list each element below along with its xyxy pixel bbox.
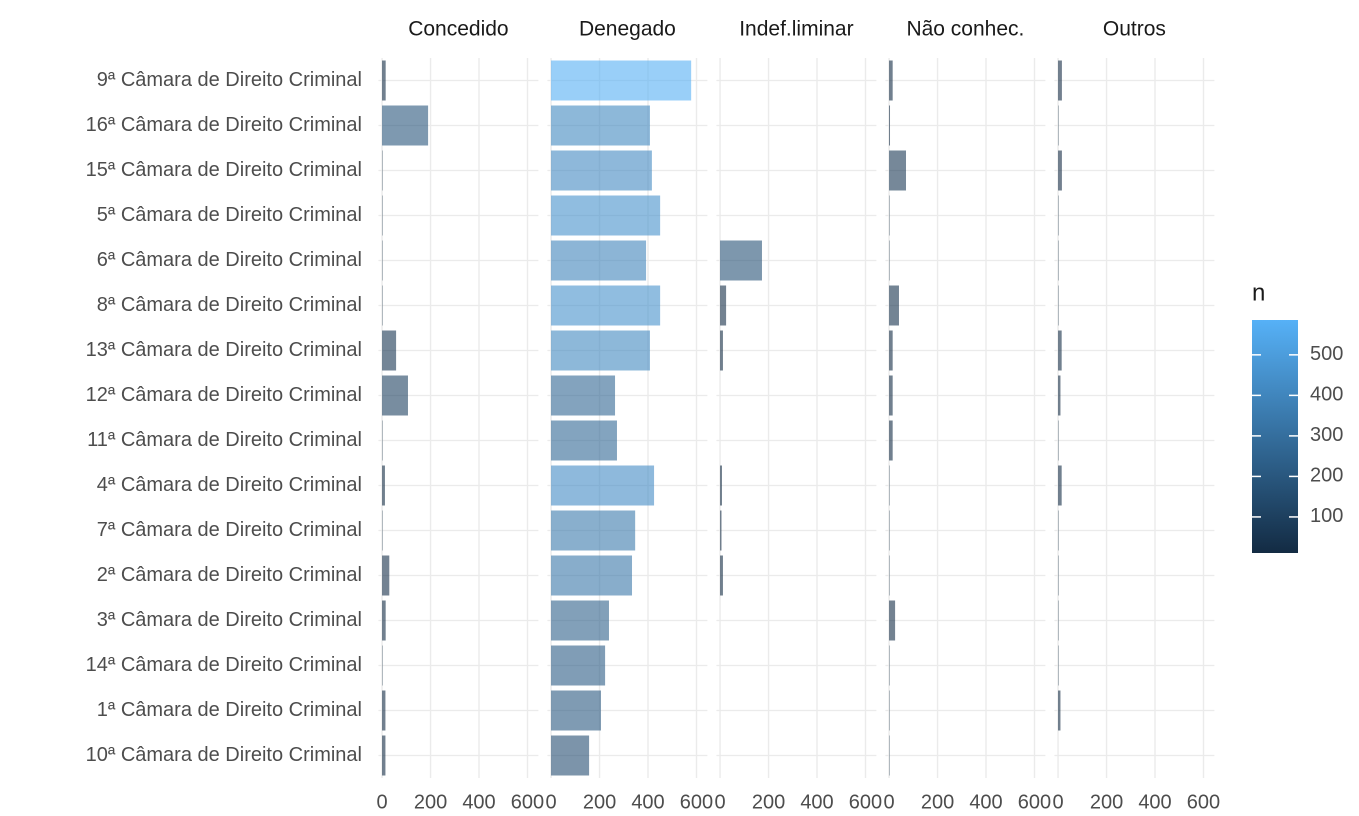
bar [720, 240, 762, 281]
x-tick-label: 400 [800, 791, 833, 813]
x-tick-label: 0 [376, 791, 387, 813]
y-tick-label: 3ª Câmara de Direito Criminal [97, 609, 362, 631]
bar [1058, 690, 1061, 731]
bar [551, 420, 617, 461]
x-tick-label: 0 [545, 791, 556, 813]
bar [551, 105, 650, 146]
bar [382, 375, 408, 416]
y-tick-label: 2ª Câmara de Direito Criminal [97, 564, 362, 586]
bar [889, 375, 893, 416]
bar [889, 105, 891, 146]
y-tick-label: 11ª Câmara de Direito Criminal [87, 429, 362, 451]
y-tick-label: 7ª Câmara de Direito Criminal [97, 519, 362, 541]
y-tick-label: 15ª Câmara de Direito Criminal [86, 159, 362, 181]
bar [551, 690, 601, 731]
bar [551, 645, 606, 686]
bar [382, 105, 429, 146]
x-tick-label: 400 [1138, 791, 1171, 813]
x-tick-label: 0 [1052, 791, 1063, 813]
bar [720, 510, 722, 551]
x-tick-label: 400 [462, 791, 495, 813]
y-tick-label: 16ª Câmara de Direito Criminal [86, 114, 362, 136]
y-tick-label: 4ª Câmara de Direito Criminal [97, 474, 362, 496]
bar [551, 465, 655, 506]
bar [1058, 375, 1061, 416]
bar [551, 285, 661, 326]
bar [382, 60, 386, 101]
bar [551, 555, 633, 596]
bar [720, 465, 722, 506]
x-tick-label: 200 [1090, 791, 1123, 813]
bar [551, 510, 636, 551]
colorbar-label: 200 [1310, 465, 1343, 487]
bar [720, 285, 727, 326]
facet-title: Indef.liminar [739, 18, 853, 41]
legend-title: n [1252, 279, 1265, 306]
bar [889, 150, 907, 191]
bar [551, 600, 609, 641]
x-tick-label: 600 [1018, 791, 1051, 813]
bar [889, 285, 899, 326]
bar [551, 240, 647, 281]
bar [889, 600, 896, 641]
x-tick-label: 200 [921, 791, 954, 813]
x-tick-label: 600 [511, 791, 544, 813]
bar [551, 330, 650, 371]
colorbar-label: 300 [1310, 424, 1343, 446]
x-tick-label: 600 [680, 791, 713, 813]
y-tick-label: 10ª Câmara de Direito Criminal [86, 744, 362, 766]
y-tick-label: 5ª Câmara de Direito Criminal [97, 204, 362, 226]
y-tick-label: 9ª Câmara de Direito Criminal [97, 69, 362, 91]
bar [382, 735, 386, 776]
facet-title: Não conhec. [906, 18, 1024, 41]
x-tick-label: 0 [883, 791, 894, 813]
bar [382, 330, 397, 371]
x-tick-label: 600 [1187, 791, 1220, 813]
x-tick-label: 0 [714, 791, 725, 813]
bar [889, 60, 893, 101]
bar [551, 735, 590, 776]
y-tick-label: 14ª Câmara de Direito Criminal [86, 654, 362, 676]
bar [551, 60, 692, 101]
bar [382, 600, 386, 641]
bar [1058, 330, 1062, 371]
colorbar-label: 100 [1310, 505, 1343, 527]
x-tick-label: 600 [849, 791, 882, 813]
bar [551, 195, 661, 236]
bar [1058, 150, 1062, 191]
bar [382, 465, 385, 506]
x-tick-label: 400 [631, 791, 664, 813]
y-tick-label: 12ª Câmara de Direito Criminal [86, 384, 362, 406]
bar [382, 555, 390, 596]
bar [382, 690, 386, 731]
bar [889, 330, 893, 371]
bar [1058, 465, 1062, 506]
bar [551, 375, 616, 416]
facet-title: Concedido [408, 18, 508, 41]
y-tick-label: 13ª Câmara de Direito Criminal [86, 339, 362, 361]
x-tick-label: 200 [414, 791, 447, 813]
y-tick-label: 1ª Câmara de Direito Criminal [97, 699, 362, 721]
bar [720, 330, 723, 371]
bar [1058, 60, 1062, 101]
y-tick-label: 6ª Câmara de Direito Criminal [97, 249, 362, 271]
y-tick-label: 8ª Câmara de Direito Criminal [97, 294, 362, 316]
bar [720, 555, 723, 596]
facet-title: Denegado [579, 18, 676, 41]
colorbar-label: 500 [1310, 343, 1343, 365]
colorbar-label: 400 [1310, 384, 1343, 406]
facet-title: Outros [1103, 18, 1166, 41]
x-tick-label: 200 [752, 791, 785, 813]
x-tick-label: 200 [583, 791, 616, 813]
bar [889, 420, 893, 461]
x-tick-label: 400 [969, 791, 1002, 813]
bar [551, 150, 652, 191]
